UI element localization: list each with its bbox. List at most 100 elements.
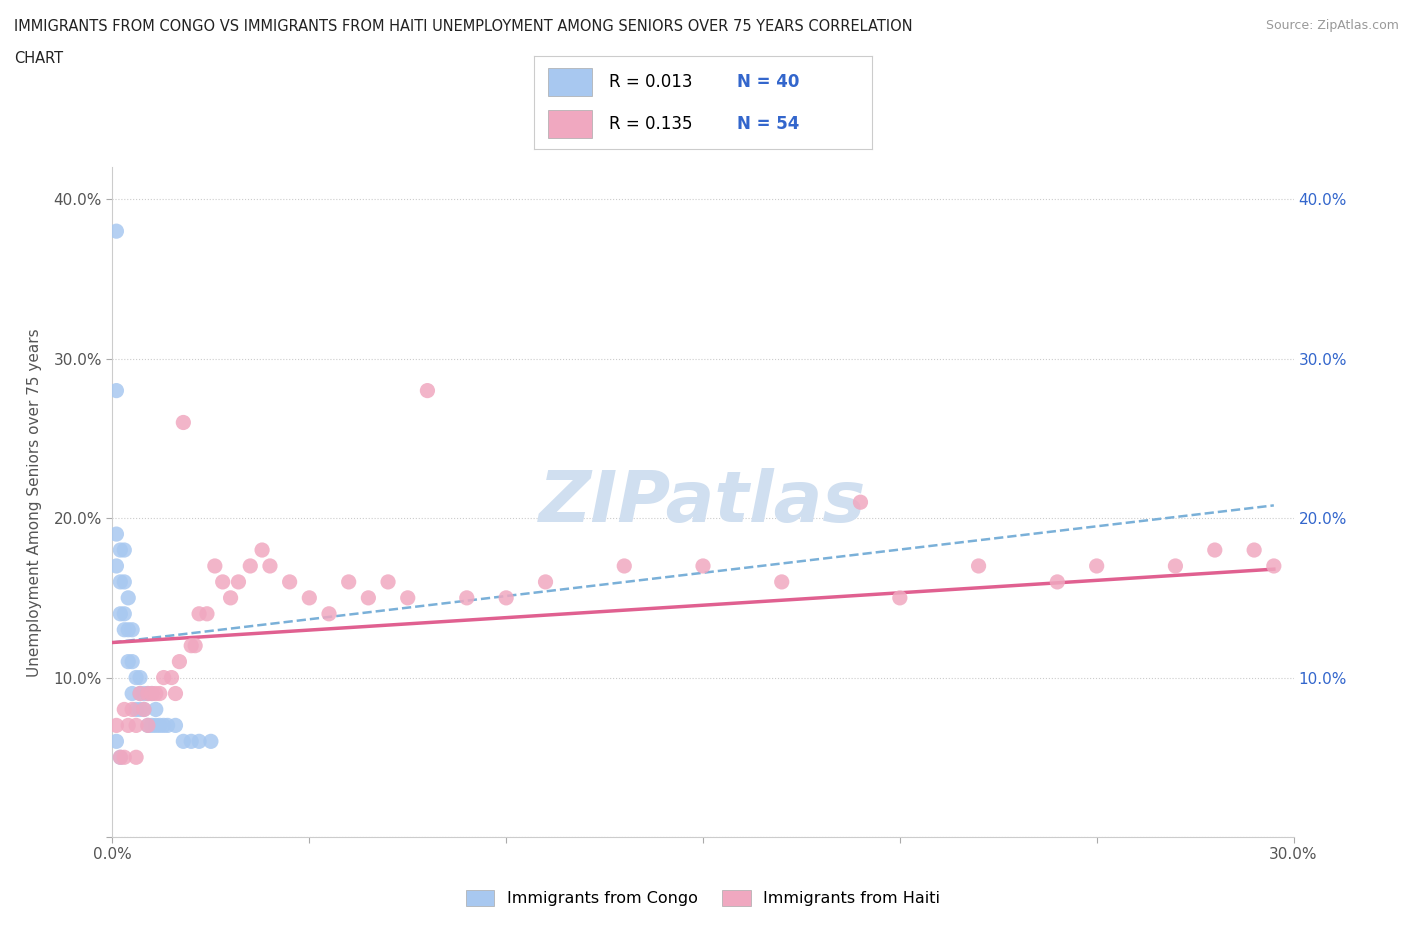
Point [129, 686, 152, 701]
Point [160, 671, 183, 685]
Point [204, 559, 226, 574]
Point [121, 686, 143, 701]
Point [136, 686, 159, 701]
Text: R = 0.135: R = 0.135 [609, 114, 692, 133]
Point [534, 575, 557, 590]
Point [105, 718, 128, 733]
Point [692, 559, 714, 574]
Legend: Immigrants from Congo, Immigrants from Haiti: Immigrants from Congo, Immigrants from H… [460, 884, 946, 912]
Point [1164, 559, 1187, 574]
Point [967, 559, 990, 574]
Text: Source: ZipAtlas.com: Source: ZipAtlas.com [1265, 19, 1399, 32]
Point [110, 542, 132, 557]
Point [1263, 559, 1285, 574]
Text: ZIPatlas: ZIPatlas [540, 468, 866, 537]
Point [152, 718, 174, 733]
Point [849, 495, 872, 510]
Text: R = 0.013: R = 0.013 [609, 73, 692, 91]
Point [105, 224, 128, 239]
Point [136, 718, 159, 733]
Text: IMMIGRANTS FROM CONGO VS IMMIGRANTS FROM HAITI UNEMPLOYMENT AMONG SENIORS OVER 7: IMMIGRANTS FROM CONGO VS IMMIGRANTS FROM… [14, 19, 912, 33]
Point [184, 638, 207, 653]
Point [132, 686, 155, 701]
Point [250, 542, 273, 557]
Point [145, 686, 167, 701]
Point [132, 702, 155, 717]
Text: N = 40: N = 40 [737, 73, 799, 91]
Point [136, 718, 159, 733]
FancyBboxPatch shape [548, 68, 592, 96]
Point [188, 734, 211, 749]
Point [149, 718, 172, 733]
Point [172, 734, 194, 749]
Point [110, 575, 132, 590]
Point [357, 591, 380, 605]
Point [180, 638, 202, 653]
Point [152, 671, 174, 685]
Point [125, 702, 148, 717]
Point [1204, 542, 1226, 557]
Point [770, 575, 793, 590]
Point [110, 750, 132, 764]
Point [1046, 575, 1069, 590]
Point [112, 702, 135, 717]
Point [278, 575, 301, 590]
Point [125, 671, 148, 685]
Point [105, 526, 128, 541]
Point [129, 702, 152, 717]
FancyBboxPatch shape [548, 110, 592, 138]
Point [112, 750, 135, 764]
Point [112, 542, 135, 557]
Point [1243, 542, 1265, 557]
Point [132, 702, 155, 717]
Point [117, 622, 139, 637]
Point [121, 654, 143, 669]
Point [172, 415, 194, 430]
Point [125, 750, 148, 764]
Point [121, 702, 143, 717]
Point [495, 591, 517, 605]
Point [219, 591, 242, 605]
Point [149, 686, 172, 701]
Point [117, 718, 139, 733]
Point [613, 559, 636, 574]
Point [141, 686, 163, 701]
Point [141, 718, 163, 733]
Point [456, 591, 478, 605]
Point [228, 575, 250, 590]
Point [165, 686, 187, 701]
Point [416, 383, 439, 398]
Point [377, 575, 399, 590]
Point [298, 591, 321, 605]
Point [136, 686, 159, 701]
Point [112, 622, 135, 637]
Point [396, 591, 419, 605]
Point [169, 654, 191, 669]
Point [112, 606, 135, 621]
Point [195, 606, 218, 621]
Point [145, 718, 167, 733]
Point [105, 559, 128, 574]
Point [117, 591, 139, 605]
Point [1085, 559, 1108, 574]
Text: N = 54: N = 54 [737, 114, 799, 133]
Point [889, 591, 911, 605]
Point [121, 622, 143, 637]
Point [318, 606, 340, 621]
Point [129, 686, 152, 701]
Point [200, 734, 222, 749]
Point [337, 575, 360, 590]
Point [112, 575, 135, 590]
Text: CHART: CHART [14, 51, 63, 66]
Point [165, 718, 187, 733]
Point [117, 654, 139, 669]
Point [110, 606, 132, 621]
Point [105, 383, 128, 398]
Point [211, 575, 233, 590]
Point [156, 718, 179, 733]
Point [239, 559, 262, 574]
Point [129, 671, 152, 685]
Point [188, 606, 211, 621]
Point [145, 702, 167, 717]
Point [180, 734, 202, 749]
